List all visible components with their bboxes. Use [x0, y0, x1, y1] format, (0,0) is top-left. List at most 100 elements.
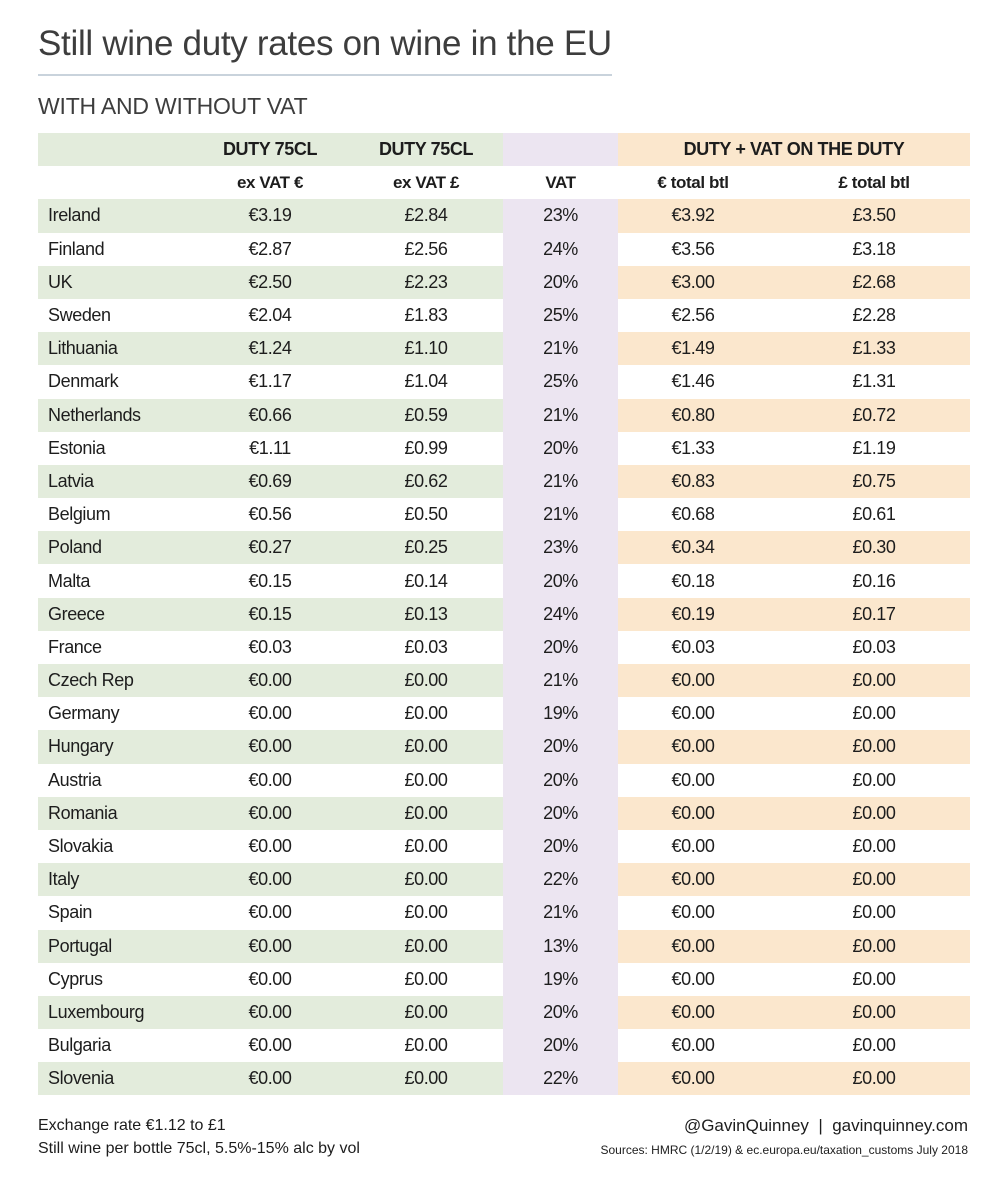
- country-cell: Belgium: [48, 504, 111, 525]
- country-cell: Finland: [48, 238, 105, 259]
- total-eur-cell: €0.03: [671, 636, 715, 657]
- table-row: Ireland €3.19 £2.84 23% €3.92 £3.50: [38, 199, 970, 233]
- country-cell: UK: [38, 265, 191, 299]
- duty-eur-cell: €2.04: [248, 305, 292, 326]
- subheader-ex-vat-eur: ex VAT €: [236, 172, 304, 192]
- total-gbp-cell: £0.00: [852, 703, 896, 724]
- vat-cell: 20%: [503, 431, 618, 465]
- vat-cell: 20%: [503, 1029, 618, 1063]
- vat-cell: 25%: [503, 365, 618, 399]
- country-cell: Bulgaria: [48, 1035, 111, 1056]
- header-duty-eur: DUTY 75CL: [222, 139, 318, 160]
- country-cell: Slovenia: [38, 1062, 191, 1096]
- total-eur-cell: €1.49: [618, 332, 768, 366]
- duty-eur-cell: €0.00: [191, 1062, 349, 1096]
- table-row: Czech Rep €0.00 £0.00 21% €0.00 £0.00: [38, 664, 970, 698]
- duty-eur-cell: €1.11: [249, 437, 291, 458]
- country-cell: Malta: [48, 570, 91, 591]
- country-cell: Netherlands: [38, 398, 191, 432]
- total-eur-cell: €0.00: [671, 703, 715, 724]
- subheader-total-eur: € total btl: [657, 172, 729, 192]
- total-gbp-cell: £1.31: [852, 371, 896, 392]
- total-gbp-cell: £0.00: [852, 902, 896, 923]
- table-row: Finland €2.87 £2.56 24% €3.56 £3.18: [38, 232, 970, 266]
- total-gbp-cell: £2.28: [852, 305, 896, 326]
- country-cell: Latvia: [38, 464, 191, 499]
- country-cell: Estonia: [48, 437, 106, 458]
- duty-eur-cell: €2.87: [248, 238, 292, 259]
- total-gbp-cell: £0.03: [852, 636, 896, 657]
- table-row: Portugal €0.00 £0.00 13% €0.00 £0.00: [38, 929, 970, 963]
- duty-eur-cell: €0.56: [248, 504, 292, 525]
- duty-table: DUTY 75CL DUTY 75CL DUTY + VAT ON THE DU…: [38, 133, 970, 1096]
- vat-cell: 23%: [503, 531, 618, 565]
- country-cell: Italy: [38, 863, 191, 897]
- duty-gbp-cell: £1.83: [404, 305, 448, 326]
- duty-eur-cell: €0.00: [248, 968, 292, 989]
- total-gbp-cell: £1.19: [852, 437, 896, 458]
- duty-gbp-cell: £2.56: [404, 238, 448, 259]
- table-row: Estonia €1.11 £0.99 20% €1.33 £1.19: [38, 431, 970, 465]
- table-row: Spain €0.00 £0.00 21% €0.00 £0.00: [38, 896, 970, 930]
- duty-gbp-cell: £0.00: [404, 769, 448, 790]
- vat-cell: 20%: [503, 730, 618, 764]
- table-row: Latvia €0.69 £0.62 21% €0.83 £0.75: [38, 464, 970, 499]
- vat-cell: 21%: [503, 664, 618, 698]
- subheader-vat: VAT: [545, 172, 576, 192]
- duty-gbp-cell: £0.00: [404, 968, 448, 989]
- author-credit: @GavinQuinney | gavinquinney.com: [683, 1116, 968, 1135]
- subheader-ex-vat-gbp: ex VAT £: [392, 172, 460, 192]
- table-body: Ireland €3.19 £2.84 23% €3.92 £3.50 Finland €2.…: [38, 199, 970, 1096]
- total-eur-cell: €0.00: [618, 796, 768, 830]
- table-row: Malta €0.15 £0.14 20% €0.18 £0.16: [38, 564, 970, 598]
- total-gbp-cell: £0.75: [768, 464, 970, 499]
- duty-gbp-cell: £0.62: [349, 464, 503, 499]
- total-eur-cell: €0.00: [618, 929, 768, 963]
- country-cell: Lithuania: [38, 332, 191, 366]
- vat-cell: 19%: [503, 962, 618, 996]
- duty-gbp-cell: £0.00: [349, 929, 503, 963]
- duty-gbp-cell: £0.00: [404, 703, 448, 724]
- total-gbp-cell: £0.16: [852, 570, 896, 591]
- vat-cell: 25%: [503, 298, 618, 333]
- footer-notes: Exchange rate €1.12 to £1 Still wine per…: [38, 1114, 360, 1160]
- duty-header-group: DUTY 75CL DUTY 75CL: [38, 133, 503, 167]
- duty-eur-cell: €0.69: [191, 464, 349, 499]
- country-cell: Germany: [48, 703, 120, 724]
- duty-gbp-cell: £0.25: [349, 531, 503, 565]
- duty-gbp-cell: £2.84: [349, 199, 503, 233]
- table-row: Italy €0.00 £0.00 22% €0.00 £0.00: [38, 863, 970, 897]
- country-cell: Austria: [48, 769, 102, 790]
- total-eur-cell: €0.34: [618, 531, 768, 565]
- total-eur-cell: €0.00: [671, 769, 715, 790]
- country-cell: France: [48, 636, 102, 657]
- duty-gbp-cell: £0.00: [349, 730, 503, 764]
- duty-gbp-cell: £0.13: [349, 597, 503, 631]
- total-gbp-cell: £0.00: [852, 836, 896, 857]
- country-cell: Denmark: [48, 371, 119, 392]
- total-eur-cell: €0.00: [671, 1035, 715, 1056]
- total-eur-cell: €3.56: [671, 238, 715, 259]
- duty-gbp-cell: £0.00: [349, 863, 503, 897]
- total-gbp-cell: £0.00: [852, 1035, 896, 1056]
- duty-gbp-cell: £0.00: [404, 836, 448, 857]
- duty-eur-cell: €0.03: [248, 636, 292, 657]
- table-row: Sweden €2.04 £1.83 25% €2.56 £2.28: [38, 298, 970, 333]
- duty-gbp-cell: £1.10: [349, 332, 503, 366]
- total-gbp-cell: £0.00: [852, 968, 896, 989]
- duty-gbp-cell: £2.23: [349, 265, 503, 299]
- table-row: Hungary €0.00 £0.00 20% €0.00 £0.00: [38, 730, 970, 764]
- page-title: Still wine duty rates on wine in the EU: [38, 24, 612, 63]
- table-row: Bulgaria €0.00 £0.00 20% €0.00 £0.00: [38, 1029, 970, 1063]
- total-eur-cell: €0.18: [671, 570, 715, 591]
- vat-cell: 20%: [503, 995, 618, 1030]
- duty-eur-cell: €0.00: [248, 769, 292, 790]
- total-eur-cell: €0.00: [671, 968, 715, 989]
- total-gbp-cell: £0.00: [768, 995, 970, 1030]
- duty-eur-cell: €0.00: [191, 929, 349, 963]
- duty-eur-cell: €0.00: [248, 1035, 292, 1056]
- country-cell: Poland: [38, 531, 191, 565]
- table-row: Austria €0.00 £0.00 20% €0.00 £0.00: [38, 763, 970, 797]
- total-gbp-cell: £2.68: [768, 265, 970, 299]
- total-eur-cell: €2.56: [671, 305, 715, 326]
